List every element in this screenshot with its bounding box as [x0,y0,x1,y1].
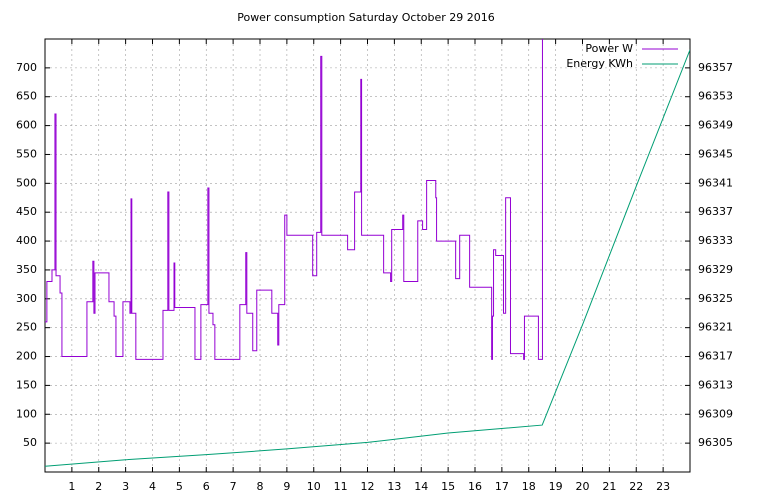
y-tick-label: 650 [16,90,37,103]
y2-tick-label: 96337 [698,205,733,218]
y2-tick-label: 96353 [698,90,733,103]
plot-frame [44,38,691,473]
x-tick-label: 8 [257,480,264,493]
x-tick-label: 18 [522,480,536,493]
x-tick-label: 16 [468,480,482,493]
legend-label: Power W [585,42,633,55]
x-tick-label: 1 [68,480,75,493]
x-tick-label: 5 [176,480,183,493]
y-tick-label: 100 [16,407,37,420]
x-tick-label: 12 [361,480,375,493]
legend-label: Energy KWh [566,57,633,70]
x-tick-label: 14 [414,480,428,493]
x-tick-label: 23 [656,480,670,493]
chart-title: Power consumption Saturday October 29 20… [237,11,495,24]
y-tick-label: 550 [16,147,37,160]
y2-tick-label: 96357 [698,61,733,74]
x-tick-label: 10 [307,480,321,493]
x-tick-label: 3 [122,480,129,493]
y-tick-label: 150 [16,378,37,391]
x-tick-label: 11 [334,480,348,493]
x-tick-label: 17 [495,480,509,493]
x-tick-label: 20 [576,480,590,493]
series-line [45,39,543,360]
y-tick-label: 300 [16,292,37,305]
plot-area [45,39,690,467]
x-tick-label: 19 [549,480,563,493]
series-line [45,49,690,467]
x-tick-label: 6 [203,480,210,493]
x-tick-label: 7 [230,480,237,493]
y-tick-label: 400 [16,234,37,247]
y2-tick-label: 96325 [698,292,733,305]
x-tick-label: 2 [95,480,102,493]
y2-tick-label: 96317 [698,350,733,363]
y2-tick-label: 96309 [698,407,733,420]
y-tick-label: 350 [16,263,37,276]
y2-tick-label: 96321 [698,321,733,334]
y2-tick-label: 96345 [698,147,733,160]
y-tick-label: 700 [16,61,37,74]
x-tick-label: 4 [149,480,156,493]
x-tick-label: 21 [602,480,616,493]
y2-tick-label: 96305 [698,436,733,449]
x-tick-label: 9 [283,480,290,493]
y-tick-label: 450 [16,205,37,218]
x-tick-label: 22 [629,480,643,493]
y-tick-label: 50 [23,436,37,449]
y2-tick-label: 96313 [698,378,733,391]
y2-tick-label: 96329 [698,263,733,276]
y2-tick-label: 96333 [698,234,733,247]
y-tick-label: 600 [16,119,37,132]
y-tick-label: 500 [16,176,37,189]
x-tick-label: 13 [387,480,401,493]
y2-tick-label: 96349 [698,119,733,132]
y2-tick-label: 96341 [698,176,733,189]
y-tick-label: 250 [16,321,37,334]
x-tick-label: 15 [441,480,455,493]
y-tick-label: 200 [16,350,37,363]
